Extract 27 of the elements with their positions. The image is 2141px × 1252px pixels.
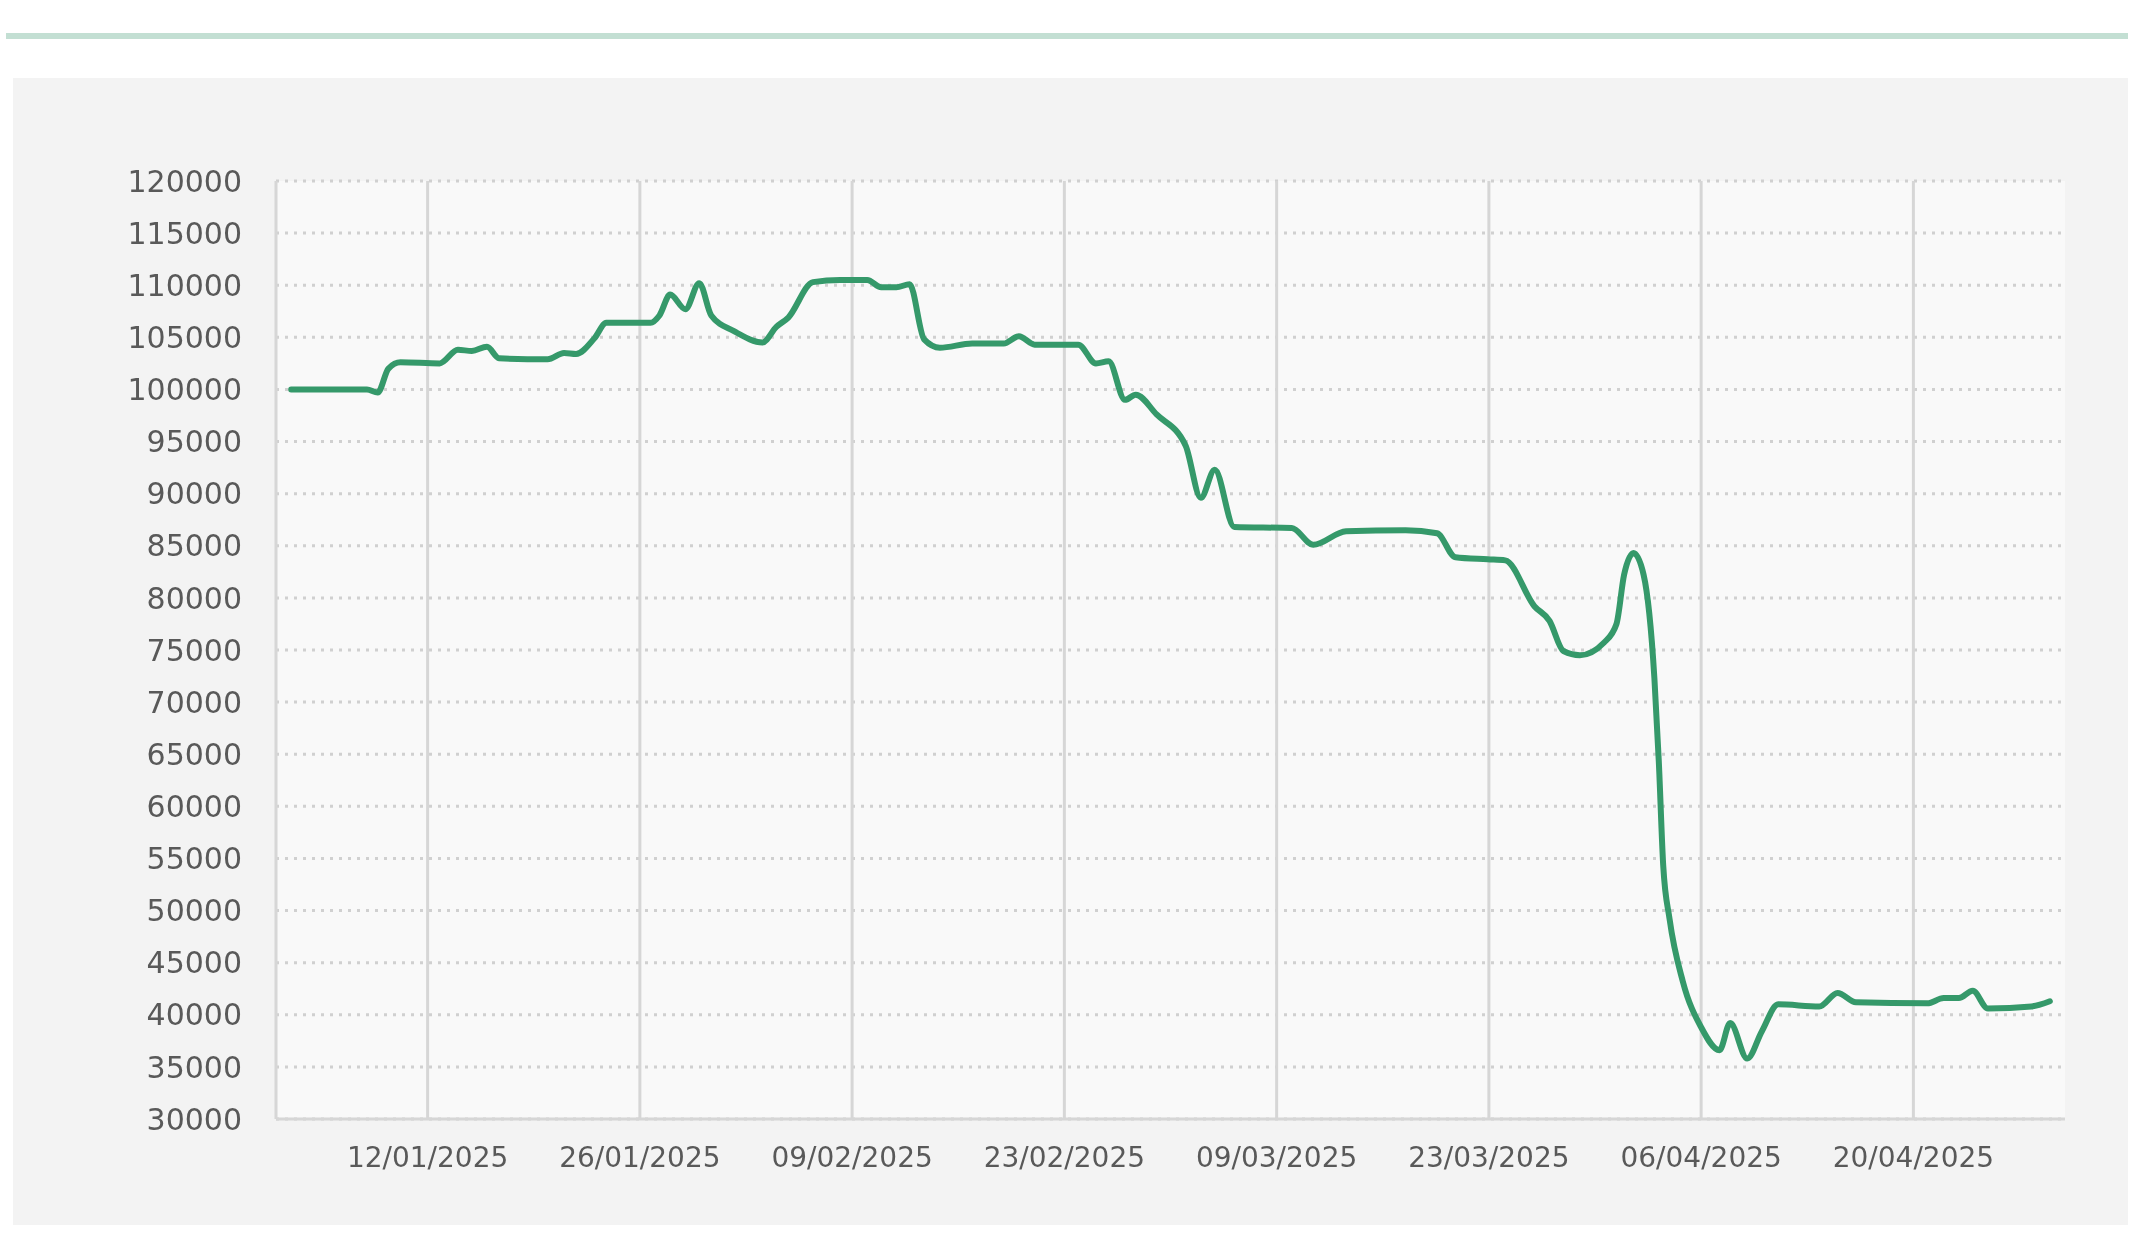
y-tick-label: 70000 [146,684,242,720]
y-tick-label: 115000 [127,215,242,251]
y-tick-label: 45000 [146,945,242,981]
x-tick-label: 23/03/2025 [1408,1140,1570,1174]
y-tick-label: 105000 [127,319,242,355]
y-tick-label: 50000 [146,893,242,929]
y-tick-label: 90000 [146,476,242,512]
y-tick-label: 110000 [127,267,242,303]
x-tick-label: 26/01/2025 [559,1140,721,1174]
y-tick-label: 75000 [146,632,242,668]
x-tick-label: 09/02/2025 [771,1140,933,1174]
y-tick-label: 60000 [146,788,242,824]
y-tick-label: 80000 [146,580,242,616]
y-tick-label: 95000 [146,424,242,460]
x-tick-label: 23/02/2025 [983,1140,1146,1174]
y-tick-label: 120000 [127,163,242,199]
y-tick-label: 65000 [146,736,242,772]
y-tick-label: 100000 [127,372,242,408]
x-tick-label: 12/01/2025 [346,1140,509,1174]
x-tick-label: 06/04/2025 [1620,1140,1782,1174]
y-tick-label: 40000 [146,997,242,1033]
y-tick-label: 30000 [146,1101,242,1137]
x-tick-label: 09/03/2025 [1195,1140,1358,1174]
y-tick-label: 35000 [146,1049,242,1085]
y-tick-label: 55000 [146,841,242,877]
y-tick-label: 85000 [146,528,242,564]
x-tick-label: 20/04/2025 [1832,1140,1995,1174]
